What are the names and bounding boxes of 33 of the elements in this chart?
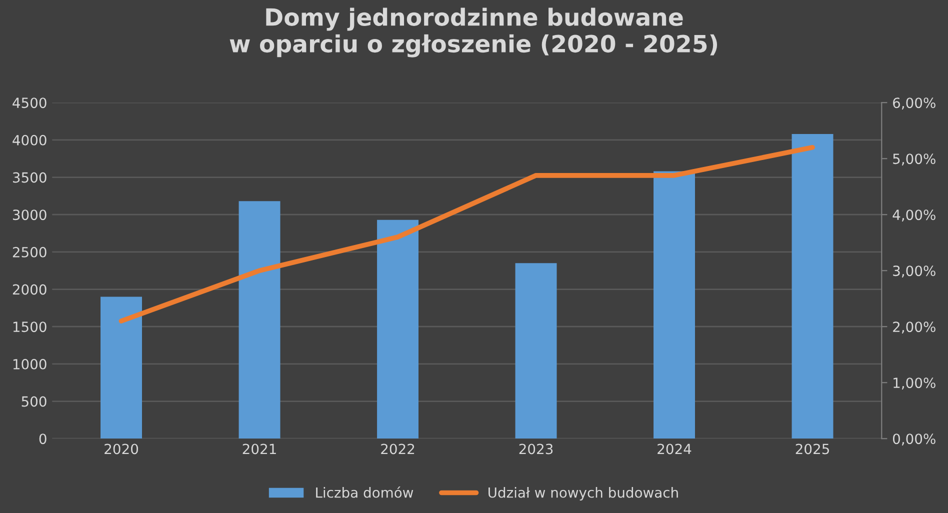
- chart-title: Domy jednorodzinne budowane w oparciu o zgłoszenie (2020 - 2025): [230, 8, 718, 58]
- y-tick-label: 1500: [13, 322, 46, 332]
- y-tick-label: 3000: [12, 210, 46, 220]
- legend-label: Liczba domów: [316, 486, 414, 498]
- y2-tick-label: 1,00%: [894, 378, 936, 390]
- y-tick-label: 2500: [12, 246, 46, 258]
- y2-tick-label: 6,00%: [893, 98, 936, 110]
- bar: [377, 220, 419, 439]
- x-tick-label: 2023: [519, 444, 553, 454]
- y-tick-label: 2000: [12, 284, 46, 295]
- bar: [515, 263, 557, 439]
- x-tick-label: 2021: [242, 444, 276, 454]
- bar: [792, 134, 834, 439]
- y2-tick-label: 2,00%: [893, 322, 936, 334]
- bar: [654, 171, 696, 439]
- y2-tick-label: 5,00%: [893, 154, 936, 166]
- y2-tick-label: 0,00%: [892, 434, 936, 446]
- legend-label: Udział w nowych budowach: [488, 487, 678, 500]
- line-series: [118, 144, 815, 324]
- bar: [100, 296, 142, 439]
- y-tick-label: 0: [39, 434, 46, 444]
- y-tick-label: 4500: [12, 98, 46, 108]
- y2-tick-label: 4,00%: [892, 210, 936, 222]
- x-tick-label: 2020: [104, 444, 138, 454]
- bar: [238, 201, 280, 439]
- x-tick-label: 2025: [796, 444, 829, 454]
- y2-tick-label: 3,00%: [893, 266, 936, 278]
- x-tick-label: 2022: [381, 444, 414, 454]
- y-tick-label: 4000: [12, 134, 46, 146]
- x-tick-label: 2024: [658, 444, 692, 454]
- y-tick-label: 500: [22, 396, 46, 407]
- y-tick-label: 1000: [13, 358, 46, 370]
- y-tick-label: 3500: [12, 172, 46, 183]
